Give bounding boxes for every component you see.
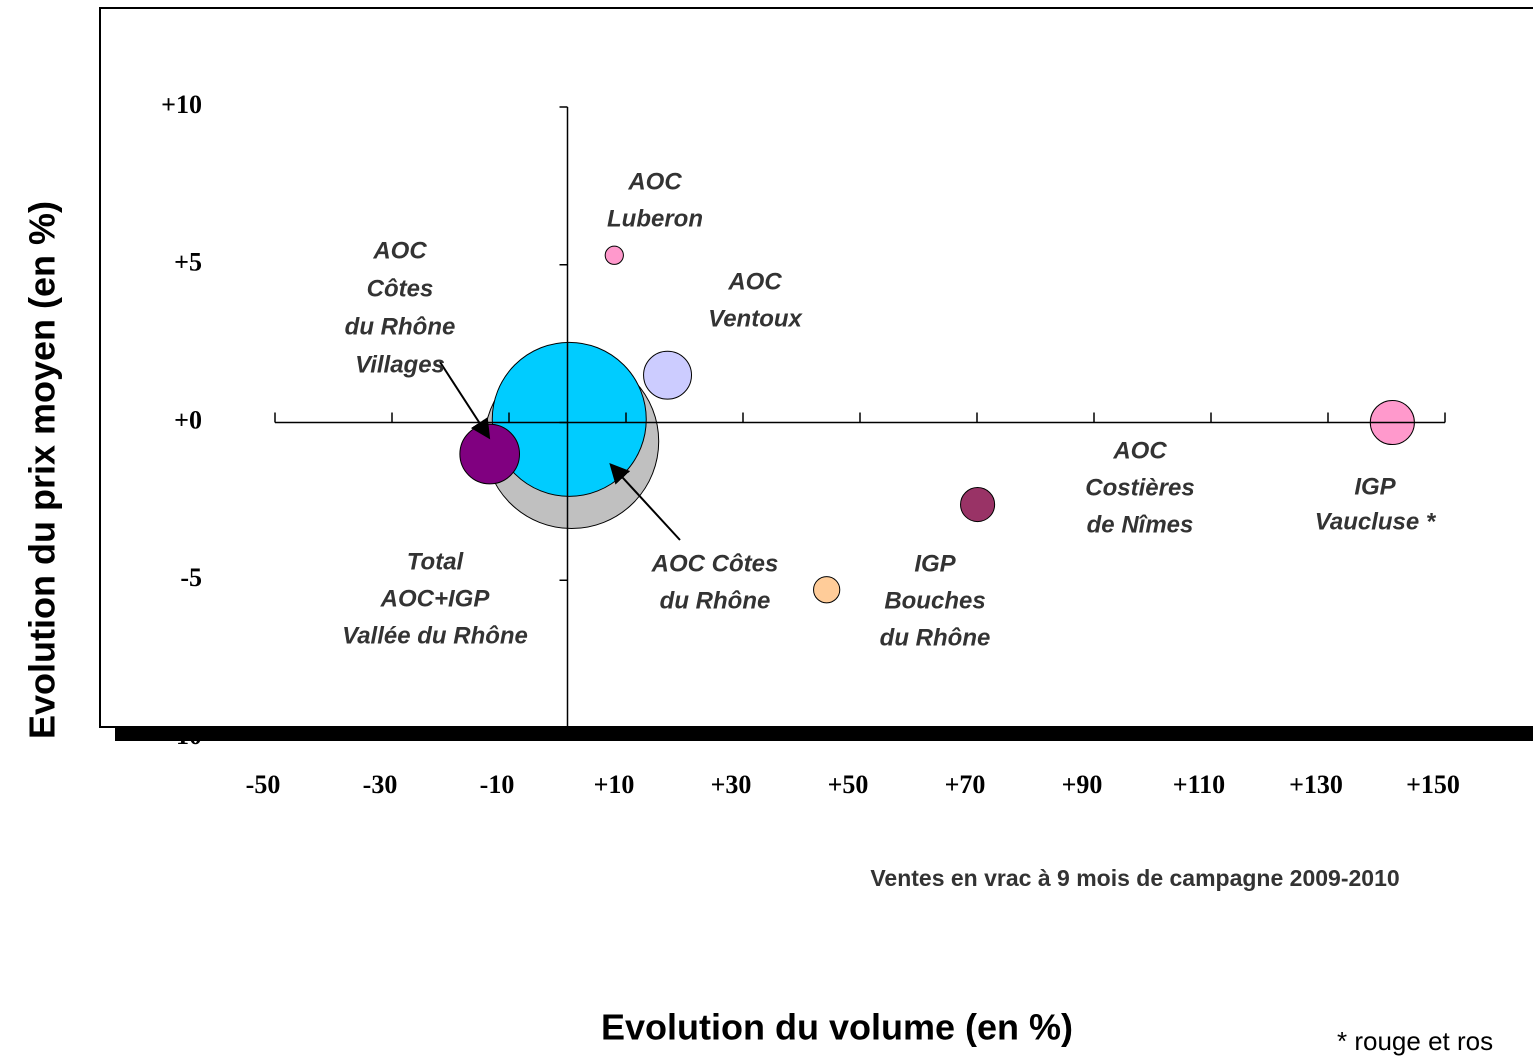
bubble: [604, 245, 624, 265]
bubble: [960, 486, 996, 523]
bubble-label: AOC: [627, 168, 682, 195]
y-tick-label: +0: [174, 405, 202, 434]
x-axis-label: Evolution du volume (en %): [601, 1007, 1073, 1048]
bubble-label: Costières: [1085, 474, 1194, 501]
bubble-label: Ventoux: [708, 305, 803, 332]
y-tick-label: +10: [161, 90, 202, 119]
x-tick-label: +150: [1406, 770, 1460, 799]
x-tick-label: +70: [945, 770, 986, 799]
x-tick-label: +130: [1289, 770, 1343, 799]
bubble-label: de Nîmes: [1087, 511, 1194, 538]
bubble: [491, 341, 647, 497]
bubble-label: AOC: [372, 237, 427, 264]
bubble-label: Vallée du Rhône: [342, 622, 528, 649]
bubble-label: du Rhône: [880, 624, 991, 651]
subtitle: Ventes en vrac à 9 mois de campagne 2009…: [870, 865, 1399, 891]
y-tick-label: +5: [174, 248, 202, 277]
bubble: [643, 350, 693, 400]
footnote: * rouge et ros: [1337, 1026, 1493, 1056]
arrow: [439, 361, 491, 440]
bubble-label: Villages: [355, 351, 445, 378]
bubble-label: du Rhône: [345, 313, 456, 340]
x-tick-label: +110: [1173, 770, 1225, 799]
plot-frame: [99, 7, 1533, 728]
bubble-label: AOC: [1112, 437, 1167, 464]
x-tick-label: -50: [246, 770, 281, 799]
bubble-label: IGP: [1354, 473, 1396, 500]
bubble-label: Bouches: [884, 587, 985, 614]
bubble-label: Côtes: [367, 275, 434, 302]
bubble-label: AOC+IGP: [380, 585, 491, 612]
y-tick-label: -5: [180, 563, 202, 592]
bubble-label: Total: [407, 548, 465, 575]
x-tick-label: +30: [711, 770, 752, 799]
bubble-label: Vaucluse *: [1315, 508, 1437, 535]
bubble: [813, 576, 841, 604]
x-tick-label: +10: [594, 770, 635, 799]
arrow: [609, 463, 681, 541]
x-tick-label: +50: [828, 770, 869, 799]
marks: [459, 245, 1415, 604]
bubble: [459, 423, 521, 485]
x-tick-label: +90: [1062, 770, 1103, 799]
x-tick-label: -10: [480, 770, 515, 799]
y-tick-label: -10: [167, 721, 202, 750]
bubble-label: AOC: [727, 268, 782, 295]
bubble-label: AOC Côtes: [651, 550, 779, 577]
y-axis-label: Evolution du prix moyen (en %): [22, 201, 63, 739]
bubble-label: du Rhône: [660, 587, 771, 614]
bubble-label: Luberon: [607, 205, 703, 232]
frame-shadow: [115, 727, 1533, 741]
bubble-label: IGP: [914, 550, 956, 577]
x-tick-label: -30: [363, 770, 398, 799]
